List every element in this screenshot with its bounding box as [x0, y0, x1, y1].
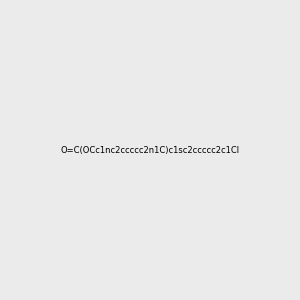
Text: O=C(OCc1nc2ccccc2n1C)c1sc2ccccc2c1Cl: O=C(OCc1nc2ccccc2n1C)c1sc2ccccc2c1Cl	[60, 146, 240, 154]
